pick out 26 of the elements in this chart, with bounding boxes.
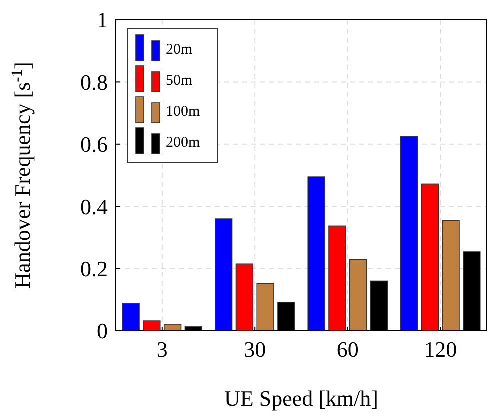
bar [328, 226, 346, 332]
y-tick-label: 0.4 [80, 194, 108, 220]
x-tick-label: 30 [244, 337, 266, 362]
legend-label: 50m [166, 73, 193, 89]
legend-label: 100m [166, 104, 200, 120]
bar [400, 136, 418, 332]
x-tick-label: 3 [156, 337, 168, 362]
bar [236, 264, 254, 332]
bar [214, 218, 233, 332]
legend-label: 20m [166, 42, 193, 58]
y-tick-label: 0 [97, 318, 108, 344]
legend-label: 200m [166, 135, 200, 151]
bar [442, 220, 460, 332]
bar [421, 184, 440, 332]
y-tick-label: 0.8 [80, 70, 108, 95]
y-tick-label: 0.2 [80, 256, 108, 282]
x-tick-label: 60 [336, 337, 359, 362]
bar [308, 176, 326, 332]
y-tick-label: 1 [97, 8, 108, 33]
bar [122, 303, 140, 332]
bar [143, 320, 161, 332]
x-axis-title: UE Speed [km/h] [224, 386, 378, 411]
bar [256, 283, 274, 332]
x-tick-label: 120 [424, 337, 458, 362]
y-tick-label: 0.6 [80, 132, 108, 158]
bar [349, 259, 368, 332]
